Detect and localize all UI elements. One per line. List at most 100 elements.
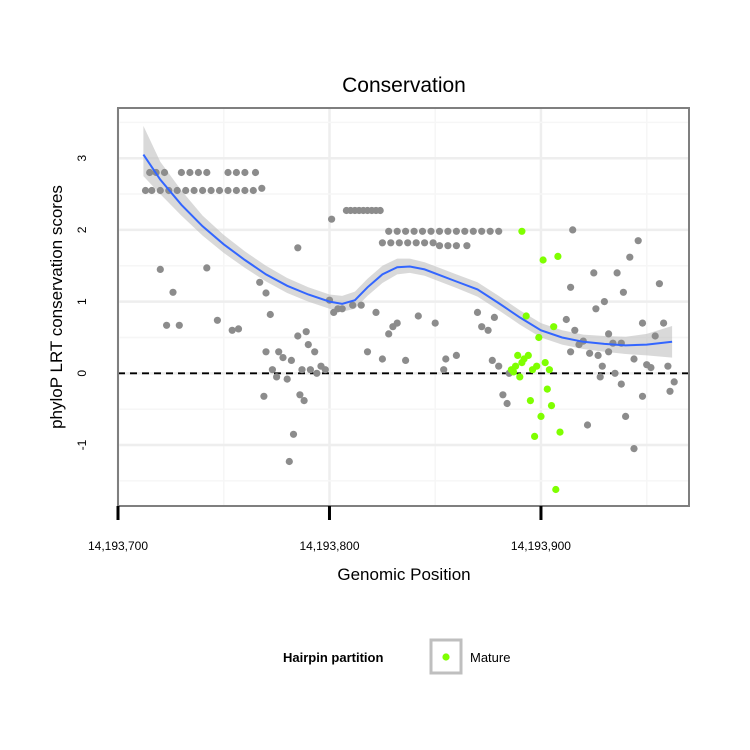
x-tick-label: 14,193,700 xyxy=(88,539,148,553)
point-other xyxy=(503,399,511,408)
point-other xyxy=(393,319,401,327)
point-other xyxy=(499,391,507,399)
point-other xyxy=(262,289,270,297)
point-mature xyxy=(541,359,549,367)
chart-title: Conservation xyxy=(342,74,466,97)
point-other xyxy=(473,308,482,316)
point-other xyxy=(452,351,460,359)
point-other xyxy=(634,237,642,245)
legend-mature-dot xyxy=(442,653,450,661)
point-other xyxy=(630,445,638,453)
point-other xyxy=(169,288,177,296)
point-other xyxy=(571,326,579,334)
point-other xyxy=(372,308,380,316)
point-mature xyxy=(514,351,522,359)
point-other xyxy=(617,380,625,388)
point-other xyxy=(469,227,477,235)
smooth-line xyxy=(142,154,673,347)
point-other xyxy=(444,227,452,235)
point-other xyxy=(304,341,312,349)
point-other xyxy=(298,366,306,374)
point-other xyxy=(294,332,302,340)
point-other xyxy=(647,364,655,372)
point-other xyxy=(590,269,598,277)
point-other xyxy=(313,369,321,377)
x-tick-label: 14,193,900 xyxy=(511,539,571,553)
point-other xyxy=(596,373,604,381)
point-other xyxy=(490,313,498,321)
point-other xyxy=(228,326,236,334)
point-other xyxy=(215,186,224,195)
point-other xyxy=(435,227,444,235)
point-other xyxy=(583,421,592,429)
point-other xyxy=(600,298,609,306)
point-other xyxy=(156,186,164,195)
point-other xyxy=(203,264,211,272)
point-mature xyxy=(552,485,560,494)
point-other xyxy=(452,242,460,250)
point-mature xyxy=(545,366,554,374)
point-other xyxy=(141,186,150,195)
point-other xyxy=(182,186,190,195)
point-mature xyxy=(543,385,551,393)
point-other xyxy=(404,239,412,247)
point-other xyxy=(478,227,486,235)
point-other xyxy=(598,362,606,370)
point-other xyxy=(273,373,281,381)
point-other xyxy=(256,278,264,286)
legend-mature-label: Mature xyxy=(470,650,510,665)
point-other xyxy=(285,457,293,466)
point-other xyxy=(306,366,314,374)
point-other xyxy=(234,325,243,333)
point-other xyxy=(567,348,575,356)
y-axis: -1 0 1 2 3 xyxy=(75,155,89,451)
point-other xyxy=(287,356,295,364)
point-other xyxy=(638,319,647,327)
point-other xyxy=(638,392,647,400)
point-other xyxy=(232,186,240,195)
x-axis: 14,193,700 14,193,800 14,193,900 xyxy=(88,506,571,553)
point-other xyxy=(387,239,395,247)
point-other xyxy=(402,227,410,235)
point-other xyxy=(258,184,266,192)
point-other xyxy=(412,239,420,247)
point-other xyxy=(478,323,486,331)
point-mature xyxy=(550,323,558,331)
point-other xyxy=(194,168,202,177)
point-other xyxy=(266,310,274,319)
point-other xyxy=(173,186,181,195)
point-other xyxy=(421,239,429,247)
point-other xyxy=(442,355,450,363)
point-mature xyxy=(518,227,526,235)
point-other xyxy=(260,392,268,400)
point-other xyxy=(262,348,270,356)
point-other xyxy=(444,242,452,250)
point-other xyxy=(175,321,183,329)
point-other xyxy=(357,301,365,309)
plot-background xyxy=(118,108,689,506)
point-mature xyxy=(522,312,530,320)
point-other xyxy=(488,356,496,364)
point-other xyxy=(378,355,386,363)
point-other xyxy=(279,354,287,362)
point-other xyxy=(385,330,393,338)
point-other xyxy=(619,288,628,296)
point-other xyxy=(294,244,302,252)
point-other xyxy=(249,186,257,195)
point-mature xyxy=(511,362,520,370)
point-other xyxy=(429,239,437,247)
y-tick-label: -1 xyxy=(75,439,89,450)
point-other xyxy=(156,265,164,273)
point-other xyxy=(463,242,471,250)
point-other xyxy=(203,168,211,177)
point-other xyxy=(613,269,621,277)
point-mature xyxy=(533,362,541,370)
point-other xyxy=(213,316,221,324)
point-other xyxy=(160,168,169,177)
point-mature xyxy=(526,397,535,405)
point-other xyxy=(567,283,575,291)
point-mature xyxy=(537,412,545,420)
point-other xyxy=(622,412,630,420)
y-tick-label: 1 xyxy=(75,298,89,305)
